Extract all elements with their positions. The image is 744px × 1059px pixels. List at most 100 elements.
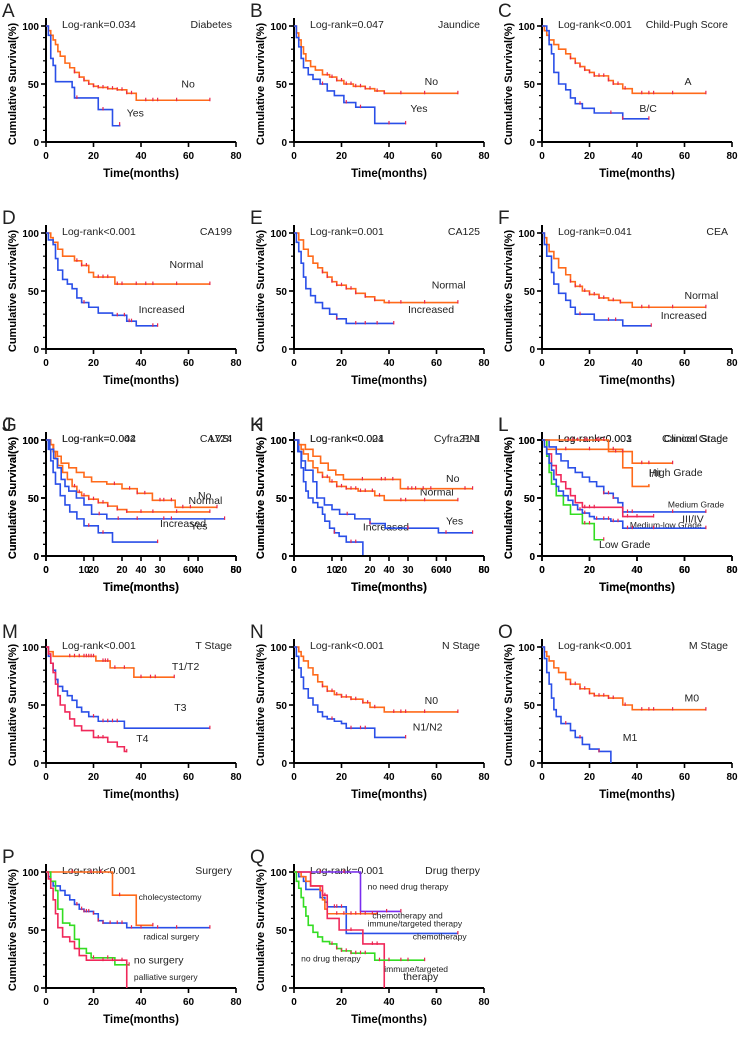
x-axis-label: Time(months) bbox=[351, 789, 427, 801]
y-tick-label: 50 bbox=[28, 494, 40, 505]
x-tick-label: 40 bbox=[631, 565, 643, 576]
survival-curve-no bbox=[294, 439, 473, 490]
panel-letter: N bbox=[250, 622, 264, 643]
y-tick-label: 100 bbox=[22, 643, 39, 654]
y-tick-label: 0 bbox=[281, 552, 287, 563]
km-panel-M: M 0 50 100 0 20 40 60 80 Time(months) Cumulative S… bbox=[0, 621, 248, 827]
y-tick-label: 50 bbox=[524, 701, 536, 712]
panel-title: Surgery bbox=[195, 865, 233, 877]
y-axis-label: Cumulative Survival(%) bbox=[7, 644, 19, 767]
y-tick-label: 0 bbox=[529, 552, 535, 563]
x-tick-label: 20 bbox=[336, 565, 348, 576]
panel-title: N Stage bbox=[442, 640, 480, 652]
survival-curve-increased bbox=[46, 232, 158, 327]
x-tick-label: 20 bbox=[88, 151, 100, 162]
y-axis-label: Cumulative Survival(%) bbox=[7, 869, 19, 992]
survival-curve-medium-grade bbox=[542, 439, 706, 513]
x-tick-label: 20 bbox=[88, 358, 100, 369]
survival-curve-normal bbox=[542, 232, 706, 309]
panel-title: LVSI bbox=[210, 433, 232, 445]
curve-label: High Grade bbox=[649, 467, 703, 479]
y-tick-label: 100 bbox=[270, 868, 287, 879]
km-panel-O: O 0 50 100 0 20 40 60 80 Time(months) Cumulative S… bbox=[496, 621, 744, 827]
km-chart-O: O 0 50 100 0 20 40 60 80 Time(months) Cumulative S… bbox=[498, 622, 738, 801]
y-tick-label: 50 bbox=[276, 926, 288, 937]
y-axis-label: Cumulative Survival(%) bbox=[503, 230, 515, 353]
km-panel-B: B 0 50 100 0 20 40 60 80 Time(months) Cumulative S… bbox=[248, 0, 496, 206]
x-axis-label: Time(months) bbox=[351, 582, 427, 594]
curve-label: No bbox=[198, 490, 212, 502]
km-panel-K: K 0 50 100 0 10 20 30 40 50 Time(months) Cumulative… bbox=[248, 414, 496, 620]
panel-title: T Stage bbox=[195, 640, 232, 652]
curve-label: therapy bbox=[403, 971, 439, 983]
log-rank-stat: Log-rank=0.044 bbox=[62, 433, 136, 445]
panel-title: CA125 bbox=[448, 226, 480, 238]
survival-curve-no bbox=[46, 25, 210, 102]
curve-label: B/C bbox=[639, 103, 657, 115]
km-chart-Q: Q 0 50 100 0 20 40 60 80 Time(months) Cumulative S… bbox=[250, 847, 490, 1026]
x-tick-label: 0 bbox=[291, 997, 297, 1008]
curve-label: Normal bbox=[189, 495, 223, 507]
y-tick-label: 100 bbox=[518, 436, 535, 447]
km-panel-C: C 0 50 100 0 20 40 60 80 Time(months) Cumulative S… bbox=[496, 0, 744, 206]
log-rank-stat: Log-rank<0.001 bbox=[558, 433, 632, 445]
x-tick-label: 80 bbox=[478, 151, 490, 162]
x-axis-label: Time(months) bbox=[351, 168, 427, 180]
x-axis-label: Time(months) bbox=[103, 168, 179, 180]
survival-curve-cholecystectomy bbox=[46, 871, 153, 927]
x-tick-label: 0 bbox=[43, 358, 49, 369]
km-panel-E: E 0 50 100 0 20 40 60 80 Time(months) Cumulative S… bbox=[248, 207, 496, 413]
x-tick-label: 60 bbox=[183, 151, 195, 162]
curve-label: No bbox=[446, 473, 460, 485]
y-tick-label: 0 bbox=[33, 759, 39, 770]
curve-label: Increased bbox=[160, 518, 206, 530]
y-tick-label: 100 bbox=[270, 643, 287, 654]
x-tick-label: 40 bbox=[135, 151, 147, 162]
x-tick-label: 0 bbox=[539, 772, 545, 783]
x-tick-label: 60 bbox=[183, 565, 195, 576]
x-tick-label: 0 bbox=[539, 565, 545, 576]
survival-curve-immune-targeted-therapy bbox=[294, 871, 386, 988]
x-tick-label: 60 bbox=[431, 565, 443, 576]
x-tick-label: 40 bbox=[135, 358, 147, 369]
y-axis-label: Cumulative Survival(%) bbox=[7, 437, 19, 560]
x-axis-label: Time(months) bbox=[599, 168, 675, 180]
log-rank-stat: Log-rank=0.003 bbox=[558, 433, 632, 445]
x-axis-label: Time(months) bbox=[103, 1014, 179, 1026]
curve-label: Normal bbox=[170, 259, 204, 271]
curve-label: Increased bbox=[408, 304, 454, 316]
x-tick-label: 60 bbox=[679, 151, 691, 162]
x-tick-label: 0 bbox=[291, 358, 297, 369]
y-tick-label: 100 bbox=[22, 436, 39, 447]
km-panel-J: J 0 50 100 0 10 20 30 40 50 Time(months) Cumulative… bbox=[0, 414, 248, 620]
panel-letter: B bbox=[250, 1, 263, 22]
panel-letter: M bbox=[2, 622, 18, 643]
y-tick-label: 50 bbox=[28, 80, 40, 91]
x-tick-label: 60 bbox=[183, 358, 195, 369]
y-tick-label: 50 bbox=[276, 287, 288, 298]
survival-curve-increased bbox=[294, 439, 364, 556]
y-tick-label: 0 bbox=[529, 552, 535, 563]
x-axis-label: Time(months) bbox=[351, 375, 427, 387]
x-tick-label: 80 bbox=[230, 997, 242, 1008]
curve-label: M1 bbox=[623, 732, 638, 744]
y-tick-label: 50 bbox=[28, 926, 40, 937]
y-axis-label: Cumulative Survival(%) bbox=[255, 644, 267, 767]
x-tick-label: 40 bbox=[383, 565, 395, 576]
x-tick-label: 20 bbox=[584, 358, 596, 369]
curve-label: M0 bbox=[685, 693, 700, 705]
km-panel-Q: Q 0 50 100 0 20 40 60 80 Time(months) Cumulative S… bbox=[248, 846, 496, 1052]
panel-letter: A bbox=[2, 1, 15, 22]
x-tick-label: 40 bbox=[135, 997, 147, 1008]
panel-letter: L bbox=[498, 415, 509, 436]
x-tick-label: 0 bbox=[291, 772, 297, 783]
y-tick-label: 100 bbox=[22, 436, 39, 447]
curve-label: T3 bbox=[174, 702, 186, 714]
km-chart-D: D 0 50 100 0 20 40 60 80 Time(months) Cumulative S… bbox=[2, 208, 242, 387]
log-rank-stat: Log-rank=0.001 bbox=[310, 865, 384, 877]
x-axis-label: Time(months) bbox=[599, 789, 675, 801]
x-tick-label: 60 bbox=[431, 151, 443, 162]
survival-curve-yes bbox=[294, 25, 406, 125]
